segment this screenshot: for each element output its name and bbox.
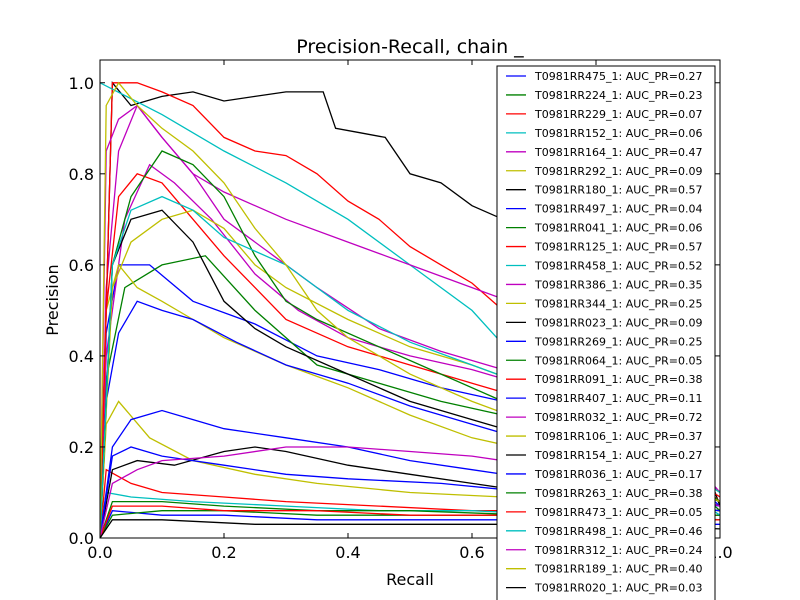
legend-label-26: T0981RR312_1: AUC_PR=0.24 — [534, 544, 702, 557]
legend-label-27: T0981RR189_1: AUC_PR=0.40 — [534, 563, 702, 576]
legend-label-6: T0981RR292_1: AUC_PR=0.09 — [534, 165, 702, 178]
x-tick-label-2: 0.4 — [335, 543, 360, 562]
x-axis-label: Recall — [386, 570, 434, 589]
legend-label-5: T0981RR164_1: AUC_PR=0.47 — [534, 146, 702, 159]
legend-label-13: T0981RR344_1: AUC_PR=0.25 — [534, 297, 702, 310]
legend-label-2: T0981RR224_1: AUC_PR=0.23 — [534, 89, 702, 102]
y-axis-label: Precision — [43, 264, 62, 335]
y-tick-label-3: 0.6 — [69, 256, 94, 275]
legend-label-14: T0981RR023_1: AUC_PR=0.09 — [534, 316, 702, 329]
legend-label-18: T0981RR407_1: AUC_PR=0.11 — [534, 392, 702, 405]
legend-label-16: T0981RR064_1: AUC_PR=0.05 — [534, 354, 702, 367]
legend-label-19: T0981RR032_1: AUC_PR=0.72 — [534, 411, 702, 424]
legend-label-10: T0981RR125_1: AUC_PR=0.57 — [534, 241, 702, 254]
legend-label-24: T0981RR473_1: AUC_PR=0.05 — [534, 506, 702, 519]
y-tick-label-4: 0.8 — [69, 165, 94, 184]
y-tick-label-5: 1.0 — [69, 74, 94, 93]
legend-label-15: T0981RR269_1: AUC_PR=0.25 — [534, 335, 702, 348]
chart-title: Precision-Recall, chain _ — [296, 36, 524, 58]
legend-label-20: T0981RR106_1: AUC_PR=0.37 — [534, 430, 702, 443]
legend-label-25: T0981RR498_1: AUC_PR=0.46 — [534, 525, 702, 538]
x-tick-label-1: 0.2 — [211, 543, 236, 562]
x-tick-label-3: 0.6 — [459, 543, 484, 562]
legend-label-12: T0981RR386_1: AUC_PR=0.35 — [534, 278, 702, 291]
legend-entries: T0981RR475_1: AUC_PR=0.27 T0981RR224_1: A… — [506, 70, 702, 595]
x-tick-label-0: 0.0 — [87, 543, 112, 562]
legend-label-4: T0981RR152_1: AUC_PR=0.06 — [534, 127, 702, 140]
y-tick-label-1: 0.2 — [69, 438, 94, 457]
y-tick-label-2: 0.4 — [69, 347, 94, 366]
legend-box — [496, 65, 716, 600]
y-tick-label-0: 0.0 — [69, 529, 94, 548]
legend-label-8: T0981RR497_1: AUC_PR=0.04 — [534, 203, 702, 216]
legend-label-9: T0981RR041_1: AUC_PR=0.06 — [534, 222, 702, 235]
legend-label-17: T0981RR091_1: AUC_PR=0.38 — [534, 373, 702, 386]
legend-label-28: T0981RR020_1: AUC_PR=0.03 — [534, 582, 702, 595]
legend-label-1: T0981RR475_1: AUC_PR=0.27 — [534, 70, 702, 83]
legend-label-23: T0981RR263_1: AUC_PR=0.38 — [534, 487, 702, 500]
legend-label-22: T0981RR036_1: AUC_PR=0.17 — [534, 468, 702, 481]
legend-label-3: T0981RR229_1: AUC_PR=0.07 — [534, 108, 702, 121]
legend-label-11: T0981RR458_1: AUC_PR=0.52 — [534, 260, 702, 273]
legend-label-7: T0981RR180_1: AUC_PR=0.57 — [534, 184, 702, 197]
legend: T0981RR475_1: AUC_PR=0.27 T0981RR224_1: A… — [496, 65, 716, 600]
legend-label-21: T0981RR154_1: AUC_PR=0.27 — [534, 449, 702, 462]
plot-area-frame — [99, 59, 721, 539]
